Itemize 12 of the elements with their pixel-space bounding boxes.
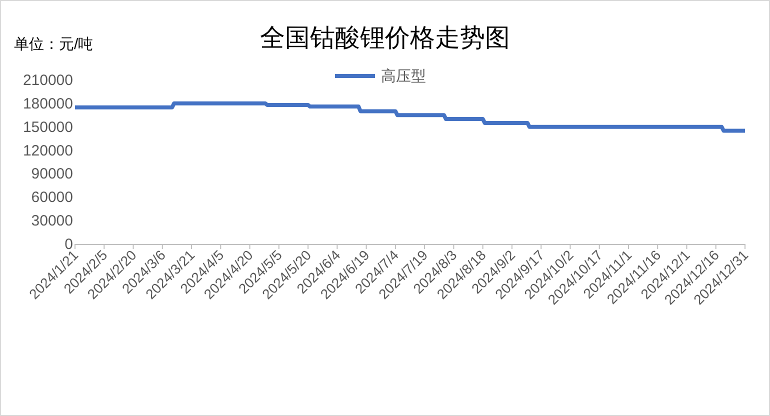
y-tick-label: 150000 xyxy=(22,118,73,136)
legend-label: 高压型 xyxy=(381,68,426,85)
y-axis-title: 单位：元/吨 xyxy=(14,36,94,53)
line-series xyxy=(73,101,747,133)
y-tick-label: 30000 xyxy=(31,212,73,230)
y-tick-label: 90000 xyxy=(31,166,73,183)
y-tick-label: 60000 xyxy=(31,189,73,206)
y-tick-label: 210000 xyxy=(22,72,73,89)
y-tick-label: 120000 xyxy=(22,142,73,160)
y-tick-label: 180000 xyxy=(22,95,73,112)
y-tick-label: 0 xyxy=(64,236,73,253)
chart-title: 全国钴酸锂价格走势图 xyxy=(260,23,510,52)
